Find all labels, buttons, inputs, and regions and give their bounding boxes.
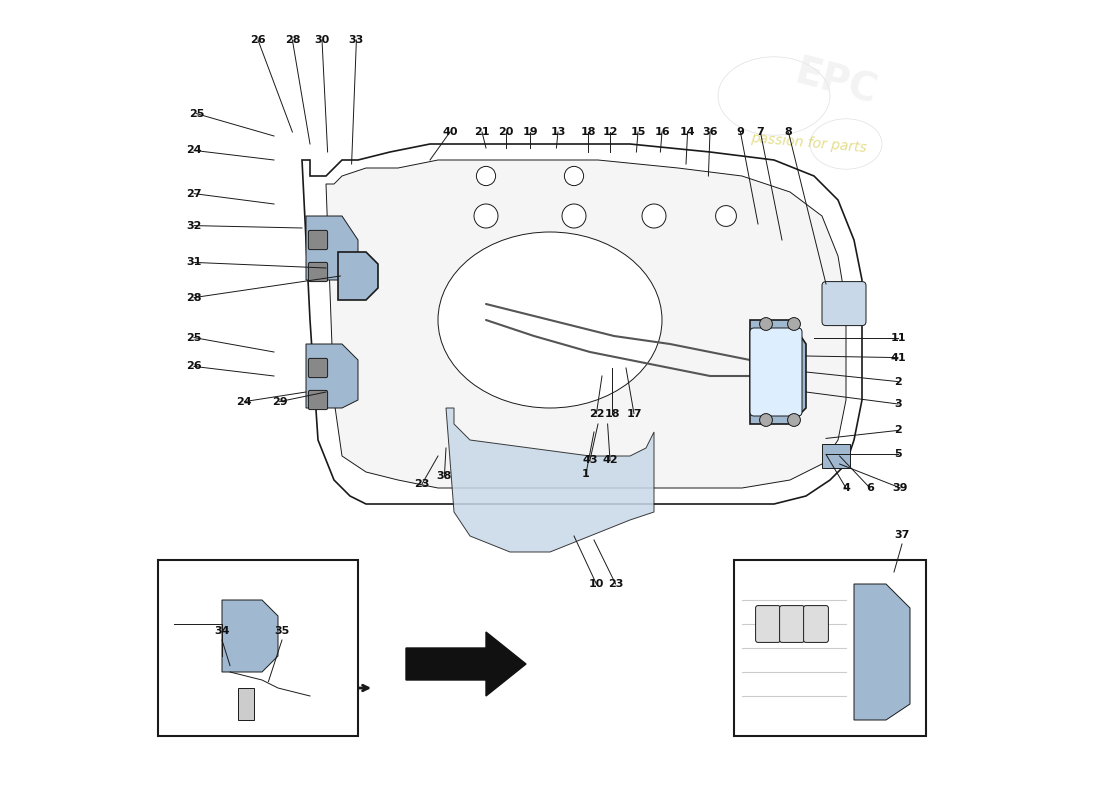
Text: 28: 28 — [285, 35, 300, 45]
Text: 32: 32 — [186, 221, 201, 230]
Text: 17: 17 — [626, 409, 641, 418]
Text: 11: 11 — [890, 333, 905, 342]
Text: 41: 41 — [890, 353, 905, 362]
Text: 43: 43 — [582, 455, 597, 465]
Circle shape — [564, 166, 584, 186]
Text: 23: 23 — [608, 579, 624, 589]
Text: 13: 13 — [550, 127, 565, 137]
FancyBboxPatch shape — [822, 282, 866, 326]
Text: 9: 9 — [737, 127, 745, 137]
Polygon shape — [822, 444, 850, 468]
Text: 34: 34 — [214, 626, 230, 636]
Circle shape — [642, 204, 666, 228]
Text: 29: 29 — [272, 397, 287, 406]
Text: 1: 1 — [582, 469, 590, 478]
Text: 5: 5 — [894, 450, 902, 459]
Circle shape — [716, 206, 736, 226]
FancyBboxPatch shape — [308, 262, 328, 282]
FancyBboxPatch shape — [804, 606, 828, 642]
FancyBboxPatch shape — [308, 230, 328, 250]
Text: 16: 16 — [654, 127, 670, 137]
FancyBboxPatch shape — [750, 328, 802, 416]
Text: 38: 38 — [437, 471, 452, 481]
Polygon shape — [750, 320, 806, 424]
Text: 18: 18 — [605, 409, 620, 418]
Text: 30: 30 — [315, 35, 330, 45]
Text: 24: 24 — [186, 146, 201, 155]
Polygon shape — [222, 600, 278, 672]
Text: 4: 4 — [843, 483, 850, 493]
Circle shape — [760, 414, 772, 426]
Text: 18: 18 — [581, 127, 596, 137]
Polygon shape — [326, 160, 846, 488]
Text: 15: 15 — [630, 127, 646, 137]
Text: 35: 35 — [274, 626, 289, 636]
Text: 7: 7 — [757, 127, 764, 137]
Polygon shape — [306, 344, 358, 408]
Text: 8: 8 — [784, 127, 792, 137]
Text: 19: 19 — [522, 127, 538, 137]
Text: 33: 33 — [349, 35, 364, 45]
Polygon shape — [854, 584, 910, 720]
Polygon shape — [302, 144, 862, 504]
Text: 26: 26 — [250, 35, 266, 45]
Circle shape — [476, 166, 496, 186]
Text: 39: 39 — [893, 483, 909, 493]
FancyBboxPatch shape — [158, 560, 358, 736]
Text: 12: 12 — [603, 127, 618, 137]
Text: 42: 42 — [602, 455, 618, 465]
Circle shape — [562, 204, 586, 228]
Text: 2: 2 — [894, 377, 902, 386]
Text: 14: 14 — [680, 127, 695, 137]
Text: 28: 28 — [186, 293, 201, 302]
Polygon shape — [446, 408, 654, 552]
Text: 6: 6 — [866, 483, 873, 493]
Polygon shape — [238, 688, 254, 720]
Circle shape — [474, 204, 498, 228]
Text: 21: 21 — [474, 127, 490, 137]
Text: 31: 31 — [186, 258, 201, 267]
Polygon shape — [406, 632, 526, 696]
Text: 27: 27 — [186, 189, 201, 198]
Text: 36: 36 — [702, 127, 717, 137]
FancyBboxPatch shape — [308, 390, 328, 410]
Text: 2: 2 — [894, 426, 902, 435]
Ellipse shape — [438, 232, 662, 408]
Text: passion for parts: passion for parts — [750, 131, 867, 155]
Text: EPC: EPC — [790, 54, 881, 112]
Text: 23: 23 — [415, 479, 430, 489]
Text: 3: 3 — [894, 399, 902, 409]
Circle shape — [760, 318, 772, 330]
Text: 10: 10 — [588, 579, 604, 589]
FancyBboxPatch shape — [780, 606, 804, 642]
FancyBboxPatch shape — [308, 358, 328, 378]
FancyBboxPatch shape — [734, 560, 926, 736]
Text: 40: 40 — [442, 127, 458, 137]
Circle shape — [788, 414, 801, 426]
Circle shape — [788, 318, 801, 330]
Text: 20: 20 — [498, 127, 514, 137]
Text: 22: 22 — [588, 409, 604, 418]
Text: 24: 24 — [236, 397, 252, 406]
Text: 37: 37 — [894, 530, 910, 540]
Polygon shape — [306, 216, 358, 280]
Text: 25: 25 — [186, 333, 201, 342]
Polygon shape — [338, 252, 378, 300]
Text: 26: 26 — [186, 362, 201, 371]
FancyBboxPatch shape — [756, 606, 780, 642]
Text: 25: 25 — [189, 109, 205, 118]
